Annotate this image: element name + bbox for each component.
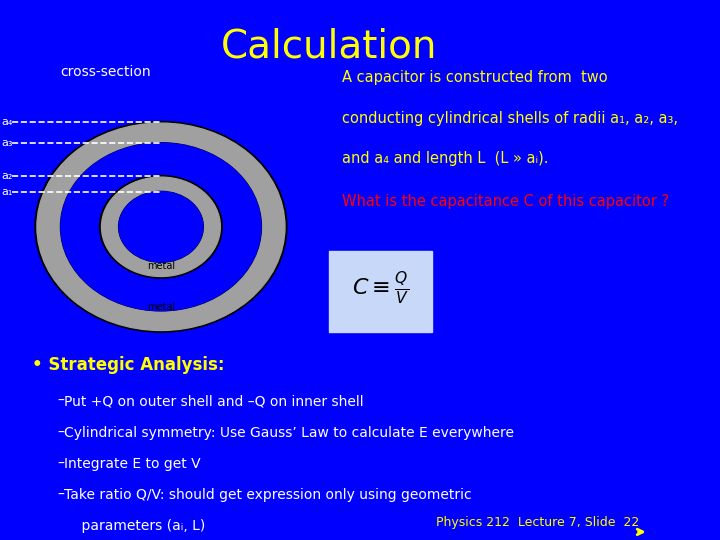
Circle shape [37, 123, 285, 330]
Text: a₄: a₄ [1, 117, 12, 126]
Circle shape [119, 192, 203, 262]
Text: $C \equiv \frac{Q}{V}$: $C \equiv \frac{Q}{V}$ [352, 271, 409, 307]
Text: • Strategic Analysis:: • Strategic Analysis: [32, 356, 224, 374]
Text: –: – [58, 457, 64, 471]
Text: –: – [58, 426, 64, 440]
Text: a₂: a₂ [1, 171, 12, 180]
Text: Calculation: Calculation [221, 27, 437, 65]
Text: cross-section: cross-section [60, 65, 151, 79]
Text: a₁: a₁ [1, 187, 12, 197]
Text: metal: metal [147, 261, 175, 271]
Text: –: – [58, 394, 64, 408]
Text: Cylindrical symmetry: Use Gauss’ Law to calculate E everywhere: Cylindrical symmetry: Use Gauss’ Law to … [64, 426, 514, 440]
Text: conducting cylindrical shells of radii a₁, a₂, a₃,: conducting cylindrical shells of radii a… [342, 111, 678, 126]
Text: parameters (aᵢ, L): parameters (aᵢ, L) [64, 519, 205, 534]
Text: Put +Q on outer shell and –Q on inner shell: Put +Q on outer shell and –Q on inner sh… [64, 394, 364, 408]
Circle shape [35, 122, 287, 332]
Text: Integrate E to get V: Integrate E to get V [64, 457, 201, 471]
Text: and a₄ and length L  (L » aᵢ).: and a₄ and length L (L » aᵢ). [342, 151, 549, 166]
Text: metal: metal [147, 302, 175, 312]
Text: Physics 212  Lecture 7, Slide  22: Physics 212 Lecture 7, Slide 22 [436, 516, 639, 529]
Circle shape [102, 177, 220, 276]
Text: A capacitor is constructed from  two: A capacitor is constructed from two [342, 70, 608, 85]
Text: a₃: a₃ [1, 138, 12, 148]
FancyBboxPatch shape [329, 251, 432, 332]
Circle shape [99, 176, 222, 278]
Text: Take ratio Q/V: should get expression only using geometric: Take ratio Q/V: should get expression on… [64, 488, 472, 502]
Circle shape [60, 143, 261, 310]
Text: What is the capacitance C of this capacitor ?: What is the capacitance C of this capaci… [342, 194, 669, 210]
Text: –: – [58, 488, 64, 502]
